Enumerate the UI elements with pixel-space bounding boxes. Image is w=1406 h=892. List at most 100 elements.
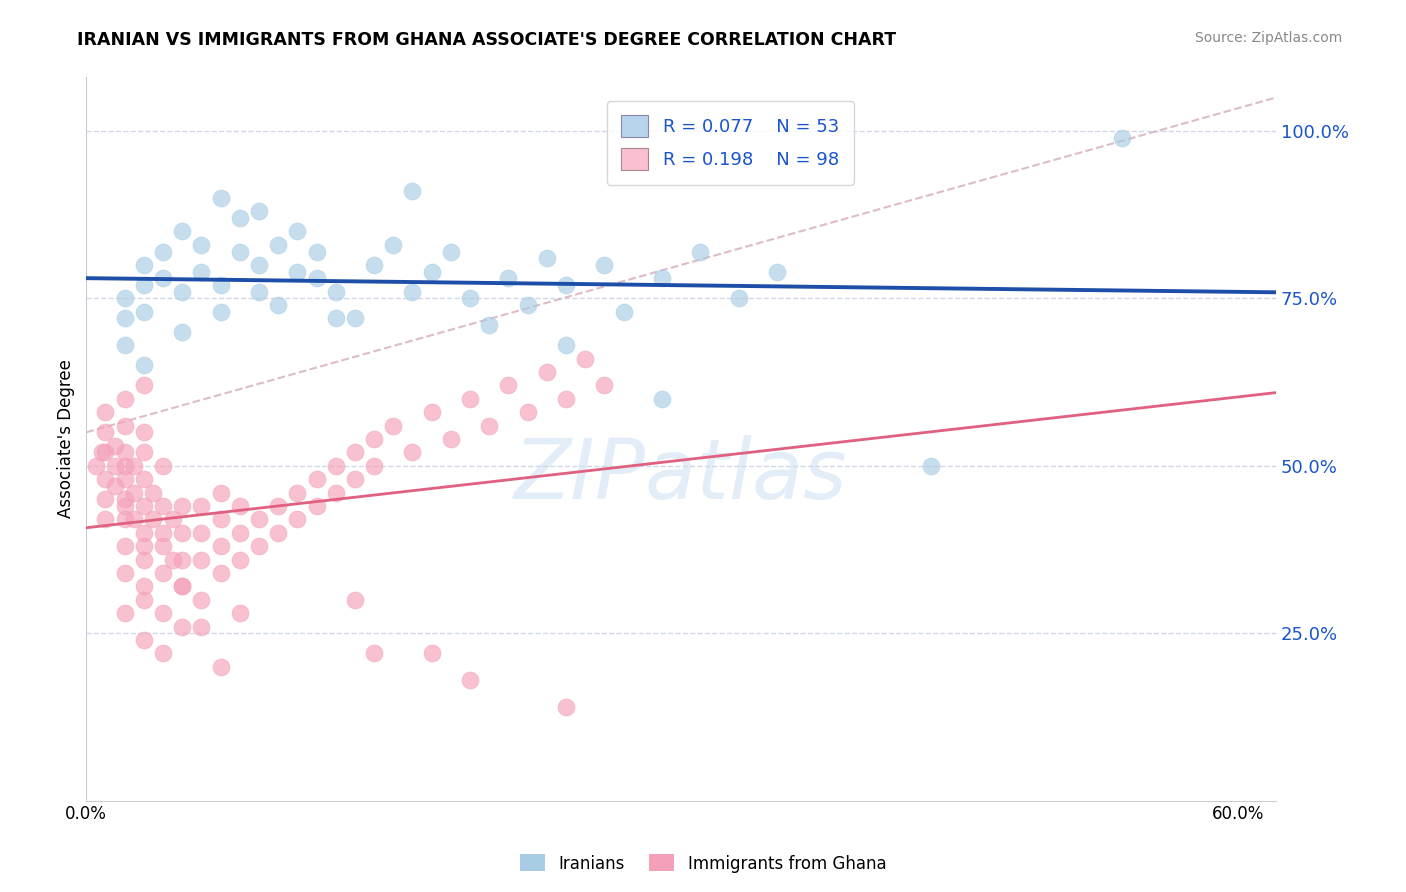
Point (247, 539, 270, 553)
Point (267, 499, 290, 513)
Point (516, 405, 538, 419)
Point (612, 305, 634, 319)
Point (162, 552, 184, 566)
Point (229, 606, 252, 620)
Point (555, 338, 578, 352)
Point (305, 271, 328, 285)
Point (190, 265, 212, 279)
Point (84, 458, 107, 473)
Point (172, 285, 194, 299)
Point (267, 237, 290, 252)
Point (1111, 130, 1133, 145)
Point (478, 418, 501, 433)
Point (363, 258, 385, 272)
Point (247, 512, 270, 526)
Point (229, 552, 252, 566)
Point (593, 378, 616, 392)
Point (305, 499, 328, 513)
Point (536, 365, 558, 379)
Point (420, 646, 443, 660)
Point (132, 305, 155, 319)
Point (104, 439, 127, 453)
Point (363, 646, 385, 660)
Point (420, 405, 443, 419)
Point (172, 325, 194, 339)
Point (114, 512, 136, 526)
Point (152, 566, 174, 580)
Point (132, 445, 155, 459)
Point (132, 278, 155, 293)
Point (229, 525, 252, 540)
Point (209, 512, 232, 526)
Point (142, 485, 165, 500)
Point (440, 244, 463, 259)
Point (458, 673, 481, 687)
Point (190, 592, 212, 607)
Text: ZIPatlas: ZIPatlas (515, 434, 848, 516)
Point (152, 499, 174, 513)
Text: IRANIAN VS IMMIGRANTS FROM GHANA ASSOCIATE'S DEGREE CORRELATION CHART: IRANIAN VS IMMIGRANTS FROM GHANA ASSOCIA… (77, 31, 897, 49)
Point (114, 338, 136, 352)
Point (94, 492, 117, 507)
Point (190, 237, 212, 252)
Point (132, 359, 155, 373)
Point (325, 311, 347, 326)
Point (114, 292, 136, 306)
Point (727, 292, 749, 306)
Point (267, 525, 290, 540)
Point (247, 204, 270, 219)
Point (555, 278, 578, 293)
Point (325, 285, 347, 299)
Point (498, 378, 520, 392)
Point (172, 579, 194, 593)
Point (285, 485, 308, 500)
Point (114, 472, 136, 486)
Point (152, 525, 174, 540)
Point (285, 265, 308, 279)
Legend: Iranians, Immigrants from Ghana: Iranians, Immigrants from Ghana (513, 847, 893, 880)
Point (574, 351, 596, 366)
Point (122, 485, 145, 500)
Text: Source: ZipAtlas.com: Source: ZipAtlas.com (1195, 31, 1343, 45)
Point (122, 458, 145, 473)
Point (555, 392, 578, 406)
Point (132, 378, 155, 392)
Point (209, 485, 232, 500)
Point (190, 499, 212, 513)
Point (190, 525, 212, 540)
Point (247, 285, 270, 299)
Point (209, 191, 232, 205)
Point (651, 271, 673, 285)
Point (229, 499, 252, 513)
Point (90, 445, 112, 459)
Point (209, 659, 232, 673)
Point (305, 244, 328, 259)
Point (209, 278, 232, 293)
Point (114, 445, 136, 459)
Point (382, 237, 405, 252)
Point (343, 311, 366, 326)
Point (114, 499, 136, 513)
Point (305, 472, 328, 486)
Point (285, 224, 308, 238)
Point (190, 552, 212, 566)
Point (172, 525, 194, 540)
Legend: R = 0.077    N = 53, R = 0.198    N = 98: R = 0.077 N = 53, R = 0.198 N = 98 (607, 101, 853, 185)
Point (172, 499, 194, 513)
Point (152, 244, 174, 259)
Point (162, 512, 184, 526)
Point (555, 699, 578, 714)
Point (152, 458, 174, 473)
Point (132, 258, 155, 272)
Point (94, 512, 117, 526)
Point (172, 579, 194, 593)
Point (114, 392, 136, 406)
Point (172, 224, 194, 238)
Point (343, 592, 366, 607)
Point (94, 425, 117, 440)
Point (132, 539, 155, 553)
Point (152, 606, 174, 620)
Point (209, 305, 232, 319)
Point (458, 392, 481, 406)
Point (132, 472, 155, 486)
